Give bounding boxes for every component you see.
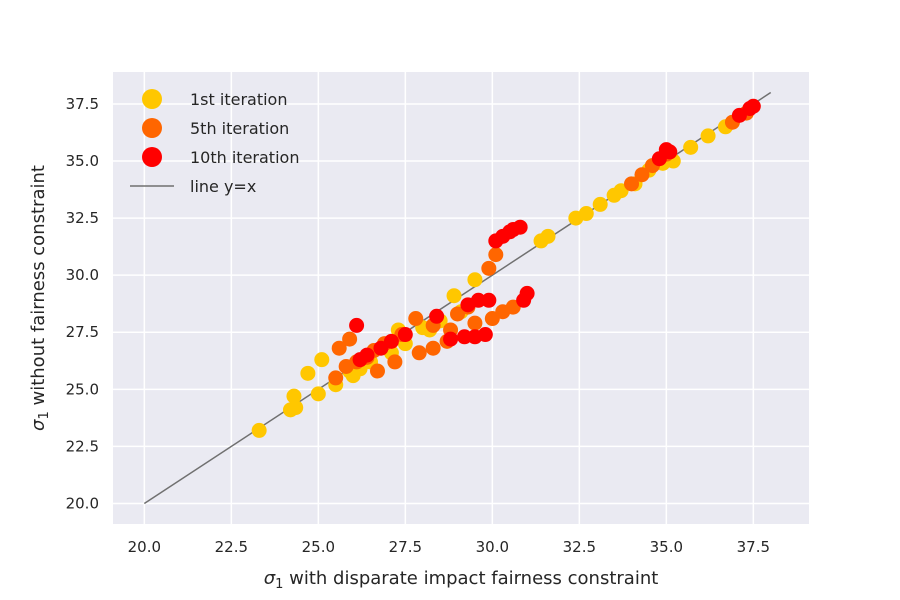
y-tick-label: 30.0 <box>66 266 99 284</box>
data-point <box>519 285 535 301</box>
y-tick-label: 20.0 <box>66 494 99 512</box>
y-axis-label-symbol: σ <box>28 419 49 431</box>
data-point <box>446 288 462 304</box>
data-point <box>745 98 761 114</box>
data-point <box>383 333 399 349</box>
x-axis-label: σ1 with disparate impact fairness constr… <box>264 568 659 592</box>
data-point <box>592 196 608 212</box>
legend-label-10th-iteration: 10th iteration <box>190 148 299 167</box>
data-point <box>387 354 403 370</box>
legend-marker-5th-iteration <box>142 118 162 138</box>
x-tick-label: 27.5 <box>389 538 422 556</box>
data-point <box>328 370 344 386</box>
y-axis-label: σ1 without fairness constraint <box>28 165 52 431</box>
legend-marker-1st-iteration <box>142 89 162 109</box>
legend-label-1st-iteration: 1st iteration <box>190 90 287 109</box>
data-point <box>286 388 302 404</box>
data-point <box>634 167 650 183</box>
data-point <box>300 365 316 381</box>
legend: 1st iteration 5th iteration 10th iterati… <box>130 89 299 196</box>
x-tick-label: 20.0 <box>128 538 161 556</box>
data-point <box>331 340 347 356</box>
x-axis-label-symbol: σ <box>264 568 276 589</box>
y-tick-label: 35.0 <box>66 152 99 170</box>
grid <box>113 72 809 524</box>
y-tick-label: 32.5 <box>66 209 99 227</box>
data-point <box>251 422 267 438</box>
y-tick-label: 25.0 <box>66 380 99 398</box>
y-tick-labels: 20.0 22.5 25.0 27.5 30.0 32.5 35.0 37.5 <box>66 95 99 512</box>
data-point <box>349 317 365 333</box>
legend-label-line: line y=x <box>190 177 256 196</box>
data-point <box>369 363 385 379</box>
data-point <box>624 176 640 192</box>
x-tick-label: 32.5 <box>563 538 596 556</box>
data-point <box>540 228 556 244</box>
y-tick-label: 27.5 <box>66 323 99 341</box>
y-tick-label: 22.5 <box>66 437 99 455</box>
data-point <box>397 327 413 343</box>
data-point <box>425 340 441 356</box>
data-point <box>488 247 504 263</box>
x-axis-label-text: with disparate impact fairness constrain… <box>283 568 658 589</box>
data-point <box>314 352 330 368</box>
data-point <box>481 292 497 308</box>
data-point <box>310 386 326 402</box>
data-point <box>288 400 304 416</box>
x-tick-label: 37.5 <box>737 538 770 556</box>
data-point <box>408 311 424 327</box>
x-tick-label: 30.0 <box>476 538 509 556</box>
data-point <box>456 329 472 345</box>
data-point <box>429 308 445 324</box>
y-axis-label-text: without fairness constraint <box>28 165 49 411</box>
x-tick-label: 22.5 <box>215 538 248 556</box>
data-point <box>467 315 483 331</box>
data-point <box>342 331 358 347</box>
data-point <box>481 260 497 276</box>
data-point <box>477 327 493 343</box>
x-axis-label-subscript: 1 <box>275 577 283 592</box>
legend-label-5th-iteration: 5th iteration <box>190 119 289 138</box>
x-tick-labels: 20.0 22.5 25.0 27.5 30.0 32.5 35.0 37.5 <box>128 538 770 556</box>
x-tick-label: 35.0 <box>650 538 683 556</box>
data-point <box>467 272 483 288</box>
x-tick-label: 25.0 <box>302 538 335 556</box>
data-point <box>700 128 716 144</box>
data-point <box>443 331 459 347</box>
data-points <box>251 98 761 438</box>
y-axis-label-subscript: 1 <box>37 411 52 419</box>
data-point <box>470 292 486 308</box>
data-point <box>683 139 699 155</box>
data-point <box>578 206 594 222</box>
data-point <box>512 219 528 235</box>
y-tick-label: 37.5 <box>66 95 99 113</box>
data-point <box>359 347 375 363</box>
data-point <box>662 144 678 160</box>
legend-marker-10th-iteration <box>142 147 162 167</box>
data-point <box>411 345 427 361</box>
